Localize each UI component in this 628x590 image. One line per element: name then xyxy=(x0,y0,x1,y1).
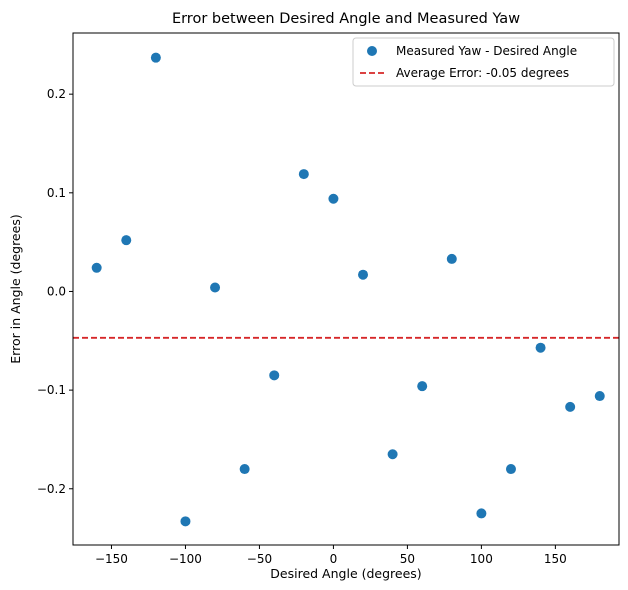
chart-title: Error between Desired Angle and Measured… xyxy=(172,11,520,27)
y-axis-label: Error in Angle (degrees) xyxy=(8,214,23,363)
y-tick-label: 0.0 xyxy=(47,284,66,298)
data-point xyxy=(328,193,339,204)
data-point xyxy=(210,282,221,293)
x-axis: −150 −100 −50 0 50 100 150 xyxy=(95,545,567,566)
x-tick-label: −150 xyxy=(95,552,128,566)
x-tick-label: −50 xyxy=(247,552,272,566)
x-tick-label: 50 xyxy=(400,552,415,566)
data-point xyxy=(121,235,132,246)
x-tick-label: 100 xyxy=(470,552,493,566)
legend: Measured Yaw - Desired Angle Average Err… xyxy=(352,37,615,87)
data-point xyxy=(417,381,428,392)
y-tick-label: 0.1 xyxy=(47,186,66,200)
data-point xyxy=(476,508,487,519)
data-point xyxy=(150,52,161,63)
y-axis: −0.2 −0.1 0.0 0.1 0.2 xyxy=(37,87,73,496)
legend-marker-scatter xyxy=(367,46,377,56)
legend-entry-scatter: Measured Yaw - Desired Angle xyxy=(396,44,577,58)
plot-frame xyxy=(72,32,620,546)
data-point xyxy=(239,464,250,475)
data-point xyxy=(446,253,457,264)
data-point xyxy=(387,449,398,460)
data-point xyxy=(505,464,516,475)
data-point xyxy=(594,391,605,402)
y-tick-label: −0.1 xyxy=(37,383,66,397)
x-tick-label: 150 xyxy=(544,552,567,566)
data-point xyxy=(269,370,280,381)
legend-box xyxy=(352,37,615,87)
plot-area xyxy=(73,52,619,527)
x-axis-label: Desired Angle (degrees) xyxy=(270,566,421,581)
data-point xyxy=(180,516,191,527)
data-point xyxy=(565,401,576,412)
data-point xyxy=(358,269,369,280)
legend-entry-average-line: Average Error: -0.05 degrees xyxy=(396,66,569,80)
data-point xyxy=(535,342,546,353)
y-tick-label: 0.2 xyxy=(47,87,66,101)
data-point xyxy=(298,169,309,180)
data-point xyxy=(91,262,102,273)
x-tick-label: −100 xyxy=(169,552,202,566)
x-tick-label: 0 xyxy=(330,552,338,566)
y-tick-label: −0.2 xyxy=(37,482,66,496)
